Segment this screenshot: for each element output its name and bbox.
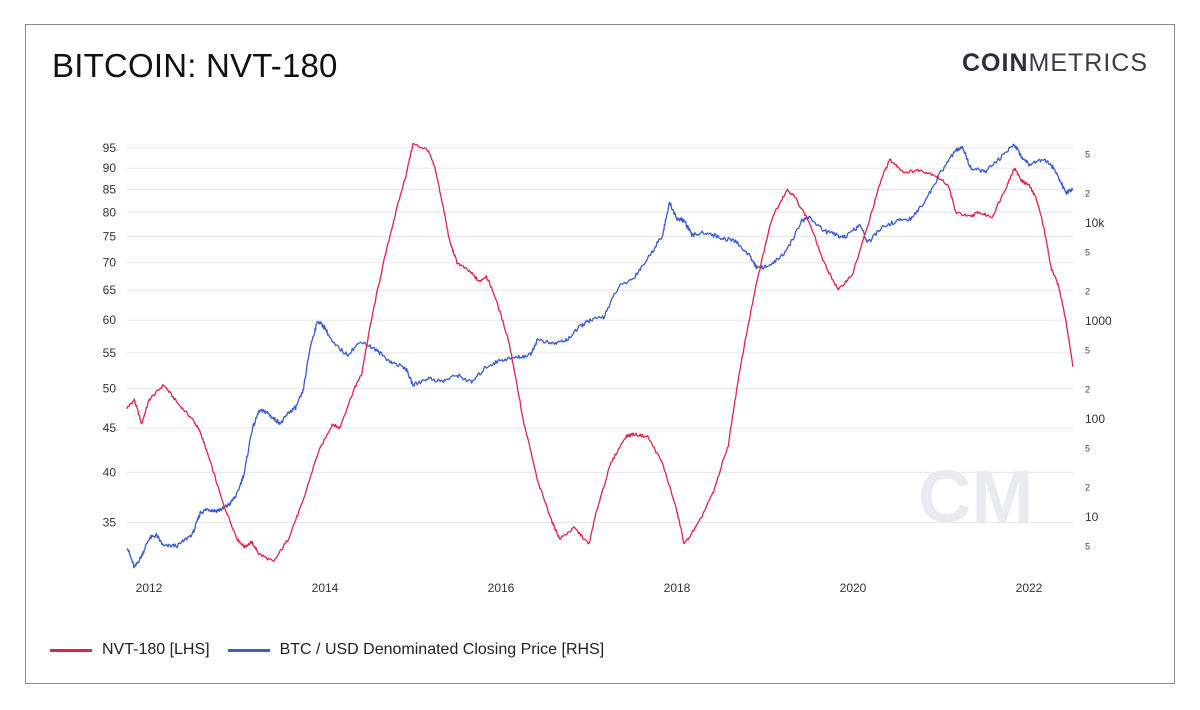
left-tick-label: 60 <box>103 313 117 327</box>
legend-item-btc[interactable]: BTC / USD Denominated Closing Price [RHS… <box>227 641 605 659</box>
x-tick-label: 2014 <box>312 581 339 595</box>
right-tick-label: 10 <box>1085 510 1099 524</box>
right-tick-label: 100 <box>1085 412 1105 426</box>
right-minor-tick-label: 2 <box>1085 286 1090 296</box>
right-minor-tick-label: 5 <box>1085 345 1090 355</box>
chart-card: BITCOIN: NVT-180 COINMETRICS NVT-180 [LH… <box>25 24 1175 684</box>
left-tick-label: 35 <box>103 515 117 529</box>
right-minor-tick-label: 2 <box>1085 482 1090 492</box>
x-tick-label: 2022 <box>1016 581 1043 595</box>
legend-item-nvt[interactable]: NVT-180 [LHS] <box>50 641 210 659</box>
left-tick-label: 70 <box>103 255 117 269</box>
series-lines <box>126 142 1074 569</box>
chart-legend: NVT-180 [LHS] BTC / USD Denominated Clos… <box>50 641 622 659</box>
x-tick-label: 2018 <box>664 581 691 595</box>
x-axis: 2012 2014 2016 2018 2020 2022 <box>136 581 1043 595</box>
right-minor-tick-label: 2 <box>1085 384 1090 394</box>
coinmetrics-logo: COINMETRICS <box>962 49 1148 78</box>
left-tick-label: 50 <box>103 382 117 396</box>
x-tick-label: 2012 <box>136 581 163 595</box>
left-tick-label: 40 <box>103 465 117 479</box>
right-tick-label: 1000 <box>1085 314 1112 328</box>
left-axis: 35 40 45 50 55 60 65 70 75 80 85 90 95 <box>103 141 117 530</box>
legend-swatch-btc <box>227 648 270 652</box>
cm-watermark: CM <box>918 455 1033 538</box>
left-tick-label: 45 <box>103 421 117 435</box>
left-tick-label: 55 <box>103 346 117 360</box>
logo-light-text: METRICS <box>1028 49 1148 77</box>
grid-lines <box>127 147 1073 523</box>
x-tick-label: 2020 <box>840 581 867 595</box>
logo-bold-text: COIN <box>962 49 1029 77</box>
nvt-180-line <box>126 142 1074 562</box>
right-minor-tick-label: 5 <box>1085 541 1090 551</box>
right-minor-tick-label: 5 <box>1085 247 1090 257</box>
left-tick-label: 75 <box>103 230 117 244</box>
left-tick-label: 65 <box>103 283 117 297</box>
right-axis: 10 100 1000 10k 5 2 5 2 5 2 5 2 5 <box>1085 149 1112 551</box>
x-tick-label: 2016 <box>488 581 515 595</box>
right-minor-tick-label: 2 <box>1085 188 1090 198</box>
left-tick-label: 95 <box>103 141 117 155</box>
left-tick-label: 90 <box>103 161 117 175</box>
right-minor-tick-label: 5 <box>1085 443 1090 453</box>
left-tick-label: 80 <box>103 205 117 219</box>
legend-label-nvt: NVT-180 [LHS] <box>102 641 210 658</box>
right-minor-tick-label: 5 <box>1085 149 1090 159</box>
legend-label-btc: BTC / USD Denominated Closing Price [RHS… <box>279 641 605 658</box>
left-tick-label: 85 <box>103 183 117 197</box>
legend-swatch-nvt <box>50 648 92 652</box>
btc-price-line <box>126 143 1074 569</box>
right-tick-label: 10k <box>1085 216 1105 230</box>
page-title: BITCOIN: NVT-180 <box>52 47 338 84</box>
